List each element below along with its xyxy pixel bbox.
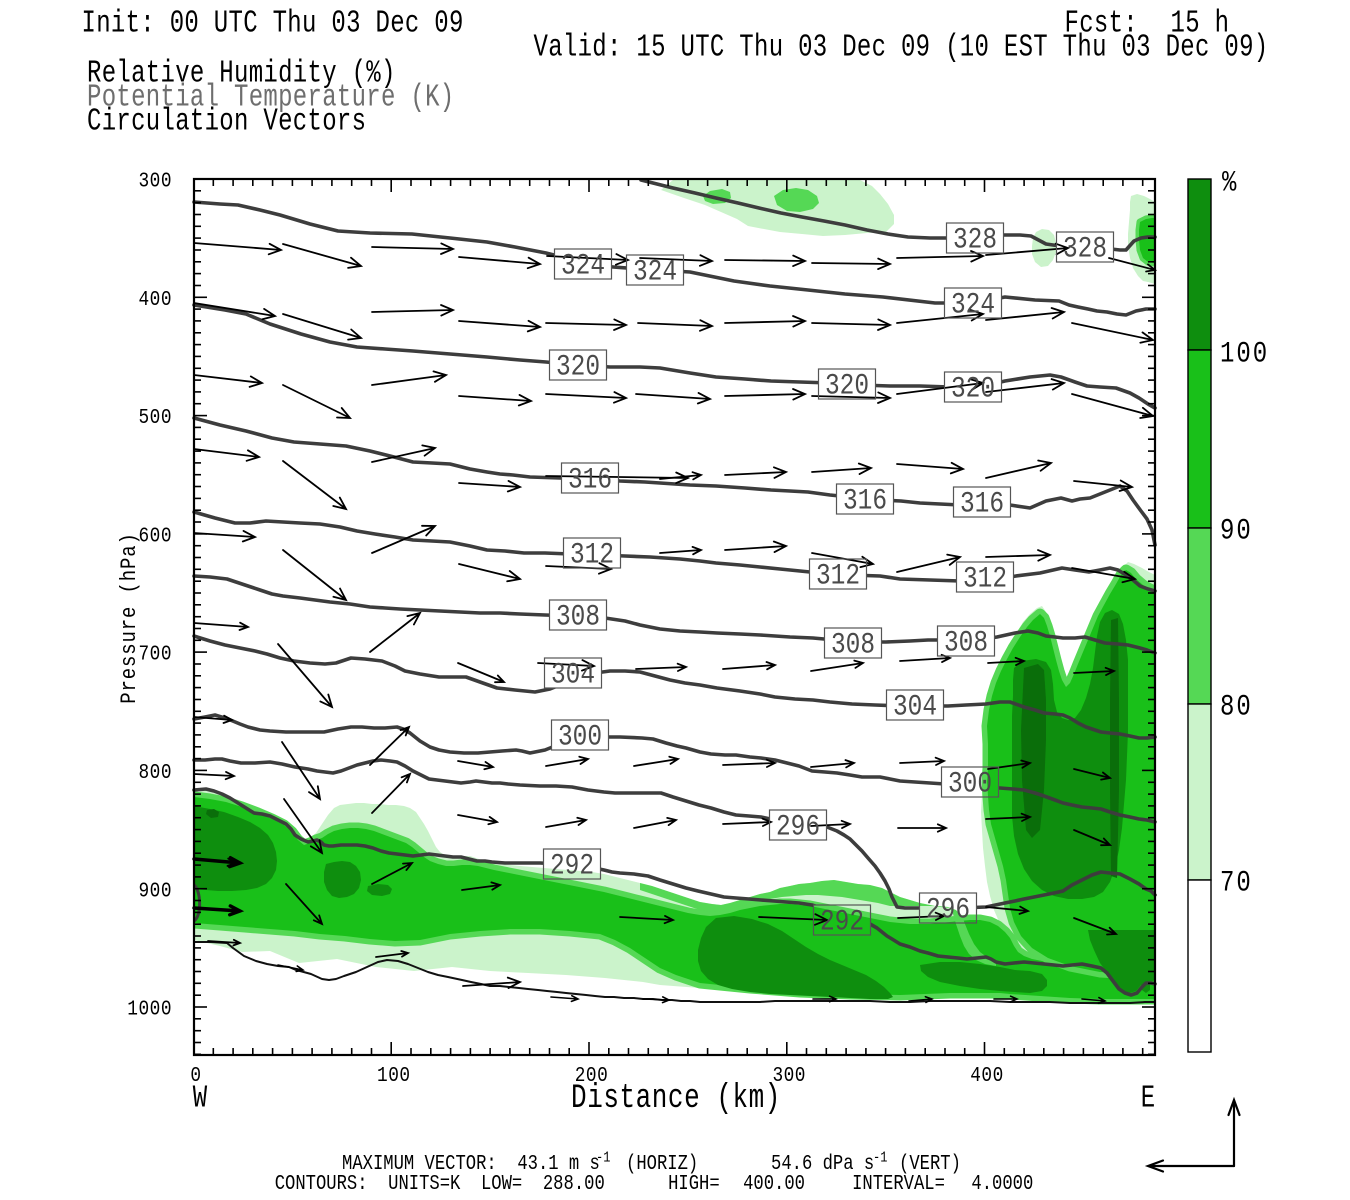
svg-text:308: 308 (831, 629, 875, 663)
svg-text:HIGH=: HIGH= (668, 1172, 720, 1196)
svg-text:400: 400 (138, 288, 172, 312)
svg-text:-1: -1 (596, 1150, 610, 1166)
svg-text:292: 292 (550, 850, 594, 884)
svg-text:%: % (1222, 166, 1237, 200)
svg-text:80: 80 (1220, 690, 1253, 724)
svg-text:324: 324 (633, 256, 677, 290)
svg-text:54.6 dPa s: 54.6 dPa s (771, 1152, 874, 1176)
svg-text:200: 200 (575, 1064, 609, 1088)
svg-text:296: 296 (926, 894, 970, 928)
svg-text:324: 324 (561, 250, 605, 284)
svg-text:Fcst:: Fcst: (1065, 7, 1139, 42)
svg-text:300: 300 (558, 721, 602, 755)
svg-text:900: 900 (138, 879, 172, 903)
svg-text:-1: -1 (873, 1150, 887, 1166)
svg-text:300: 300 (948, 768, 992, 802)
svg-text:100: 100 (377, 1064, 411, 1088)
svg-text:1000: 1000 (127, 997, 172, 1021)
svg-text:320: 320 (556, 351, 600, 385)
svg-text:500: 500 (138, 406, 172, 430)
svg-text:316: 316 (843, 485, 887, 519)
svg-text:328: 328 (953, 224, 997, 258)
svg-text:E: E (1141, 1082, 1155, 1117)
svg-text:328: 328 (1063, 233, 1107, 267)
svg-text:Distance (km): Distance (km) (571, 1080, 781, 1118)
svg-text:300: 300 (772, 1064, 806, 1088)
svg-text:0: 0 (190, 1064, 201, 1088)
svg-text:320: 320 (951, 373, 995, 407)
svg-text:15 h: 15 h (1171, 7, 1230, 42)
svg-text:600: 600 (138, 524, 172, 548)
svg-text:100: 100 (1220, 337, 1269, 371)
svg-text:INTERVAL=: INTERVAL= (852, 1172, 945, 1196)
svg-text:800: 800 (138, 761, 172, 785)
svg-text:320: 320 (825, 370, 869, 404)
svg-text:Circulation Vectors: Circulation Vectors (87, 105, 366, 140)
svg-text:300: 300 (138, 169, 172, 193)
svg-text:90: 90 (1220, 514, 1253, 548)
svg-text:700: 700 (138, 642, 172, 666)
svg-text:(HORIZ): (HORIZ) (626, 1152, 698, 1176)
svg-text:(VERT): (VERT) (899, 1152, 961, 1176)
svg-text:Pressure (hPa): Pressure (hPa) (118, 532, 143, 703)
svg-text:Init: 00 UTC Thu 03 Dec 09: Init: 00 UTC Thu 03 Dec 09 (82, 7, 464, 42)
svg-text:304: 304 (893, 691, 937, 725)
svg-text:312: 312 (963, 563, 1007, 597)
svg-text:MAXIMUM VECTOR: 43.1 m s: MAXIMUM VECTOR: 43.1 m s (342, 1152, 600, 1176)
svg-text:316: 316 (960, 488, 1004, 522)
svg-text:292: 292 (820, 906, 864, 940)
svg-text:Relative Humidity (%): Relative Humidity (%) (87, 57, 396, 92)
svg-text:312: 312 (816, 560, 860, 594)
svg-text:296: 296 (776, 811, 820, 845)
svg-text:304: 304 (551, 659, 595, 693)
svg-text:308: 308 (556, 601, 600, 635)
svg-text:400: 400 (970, 1064, 1004, 1088)
svg-text:CONTOURS: UNITS=K LOW= 288.: CONTOURS: UNITS=K LOW= 288.00 (275, 1172, 605, 1196)
svg-text:400.00: 400.00 (743, 1172, 805, 1196)
svg-text:Valid: 15 UTC Thu 03 Dec 09 (1: Valid: 15 UTC Thu 03 Dec 09 (10 EST Thu … (534, 31, 1269, 66)
svg-text:308: 308 (944, 627, 988, 661)
svg-text:Potential Temperature (K): Potential Temperature (K) (87, 81, 454, 116)
svg-text:316: 316 (568, 464, 612, 498)
svg-text:324: 324 (951, 289, 995, 323)
svg-text:W: W (193, 1082, 208, 1117)
svg-text:70: 70 (1220, 866, 1253, 900)
svg-text:4.0000: 4.0000 (971, 1172, 1033, 1196)
svg-text:312: 312 (570, 539, 614, 573)
